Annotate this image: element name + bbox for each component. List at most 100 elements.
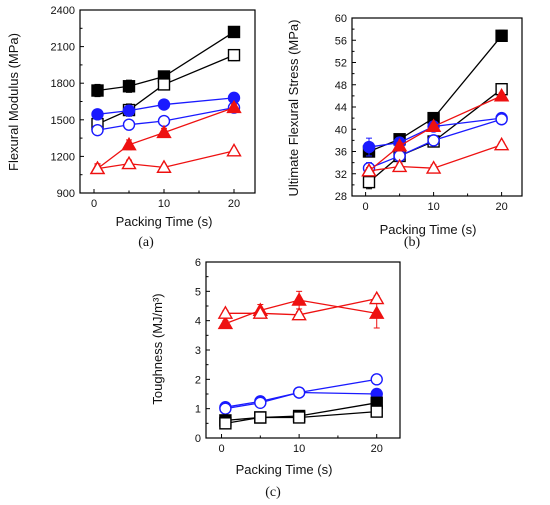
data-point xyxy=(361,163,377,177)
y-tick-label: 44 xyxy=(335,102,347,114)
y-axis-label-a: Flexural Modulus (MPa) xyxy=(6,33,21,171)
x-tick-label: 20 xyxy=(228,198,240,210)
data-point xyxy=(219,417,232,430)
series-c-6 xyxy=(219,405,383,430)
data-point xyxy=(89,160,106,175)
y-tick-label: 28 xyxy=(335,191,347,203)
panel-b: 28 32 36 40 44 48 52 56 60 0 10 20 Packing Time (s)… xyxy=(286,13,523,250)
data-point xyxy=(121,136,137,151)
series-b-4 xyxy=(362,113,508,175)
plot-area-b: 28 32 36 40 44 48 52 56 60 0 10 20 xyxy=(335,13,523,213)
data-point xyxy=(91,108,104,121)
y-tick-label: 2400 xyxy=(51,5,75,17)
data-point xyxy=(122,80,136,93)
data-point xyxy=(91,123,104,137)
data-point xyxy=(157,98,171,111)
series-line xyxy=(368,35,503,153)
series-line xyxy=(368,117,502,148)
data-point xyxy=(362,175,376,189)
data-point xyxy=(217,305,234,319)
data-point xyxy=(292,386,306,399)
series-line xyxy=(97,54,235,125)
y-tick-label: 32 xyxy=(335,169,347,181)
y-tick-label: 2 xyxy=(195,374,201,386)
series-line xyxy=(225,391,377,408)
data-point xyxy=(227,25,241,39)
series-line xyxy=(368,118,502,169)
y-tick-label: 3 xyxy=(195,345,201,357)
data-point xyxy=(157,78,171,91)
x-tick-label: 20 xyxy=(495,201,507,213)
series-c-1 xyxy=(217,290,385,330)
y-tick-label: 900 xyxy=(57,188,75,200)
series-c-4 xyxy=(219,373,383,415)
series-line xyxy=(225,410,377,424)
data-point xyxy=(369,305,385,319)
y-axis-label-c: Toughness (MJ/m³) xyxy=(150,293,165,404)
panel-c: 0 1 2 3 4 5 6 0 10 20 Packing Time (s) Toughness … xyxy=(150,257,401,500)
x-tick-label: 10 xyxy=(427,201,439,213)
data-point xyxy=(226,99,242,114)
data-point xyxy=(219,402,232,415)
data-point xyxy=(254,411,267,424)
series-b-5 xyxy=(361,87,510,177)
data-point xyxy=(495,29,508,42)
panel-a: 900 1200 1500 1800 2100 2400 0 10 20 Packing Tim… xyxy=(6,5,256,250)
series-line xyxy=(97,106,235,131)
series-c-2 xyxy=(217,290,385,321)
data-point xyxy=(227,48,241,62)
data-point xyxy=(291,292,307,306)
plot-area-c: 0 1 2 3 4 5 6 0 10 20 xyxy=(195,257,401,455)
y-tick-label: 1500 xyxy=(51,115,75,127)
x-axis-label-c: Packing Time (s) xyxy=(236,462,333,477)
y-tick-label: 4 xyxy=(195,316,201,328)
series-line xyxy=(97,150,235,170)
data-point xyxy=(217,315,234,330)
series-line xyxy=(368,144,502,172)
x-tick-label: 10 xyxy=(293,443,305,455)
data-point xyxy=(425,118,442,133)
series-a-1 xyxy=(91,25,241,98)
data-point xyxy=(391,158,408,173)
x-axis-label-a: Packing Time (s) xyxy=(116,214,213,229)
y-tick-label: 1200 xyxy=(51,151,75,163)
data-point xyxy=(427,134,440,147)
series-line xyxy=(225,402,377,422)
data-point xyxy=(493,87,510,102)
data-point xyxy=(156,159,172,173)
panel-label-b: (b) xyxy=(404,235,421,250)
data-point xyxy=(362,140,376,154)
y-tick-label: 48 xyxy=(335,80,347,92)
y-tick-label: 40 xyxy=(335,124,347,136)
data-point xyxy=(370,405,383,418)
y-tick-label: 1800 xyxy=(51,78,75,90)
y-tick-label: 52 xyxy=(335,58,347,70)
plot-area-a: 900 1200 1500 1800 2100 2400 0 10 20 xyxy=(51,5,256,210)
y-tick-label: 0 xyxy=(195,433,201,445)
y-tick-label: 60 xyxy=(335,13,347,25)
y-tick-label: 5 xyxy=(195,286,201,298)
y-tick-label: 36 xyxy=(335,147,347,159)
panel-label-c: (c) xyxy=(265,485,281,500)
series-line xyxy=(97,97,235,115)
data-point xyxy=(121,155,137,170)
series-a-3 xyxy=(91,91,241,121)
data-point xyxy=(226,142,242,157)
x-tick-label: 20 xyxy=(371,443,383,455)
data-point xyxy=(122,118,136,131)
x-tick-label: 10 xyxy=(158,198,170,210)
data-point xyxy=(292,411,306,424)
x-axis-label-b: Packing Time (s) xyxy=(380,222,477,237)
data-point xyxy=(369,290,385,305)
data-point xyxy=(156,124,172,139)
series-a-6 xyxy=(89,142,242,175)
y-tick-label: 6 xyxy=(195,257,201,269)
data-point xyxy=(252,305,269,319)
data-point xyxy=(91,84,104,97)
series-b-6 xyxy=(361,136,510,177)
y-axis-label-b: Ultimate Flexural Stress (MPa) xyxy=(286,20,301,197)
y-tick-label: 56 xyxy=(335,35,347,47)
series-line xyxy=(97,31,235,92)
data-point xyxy=(495,113,508,126)
